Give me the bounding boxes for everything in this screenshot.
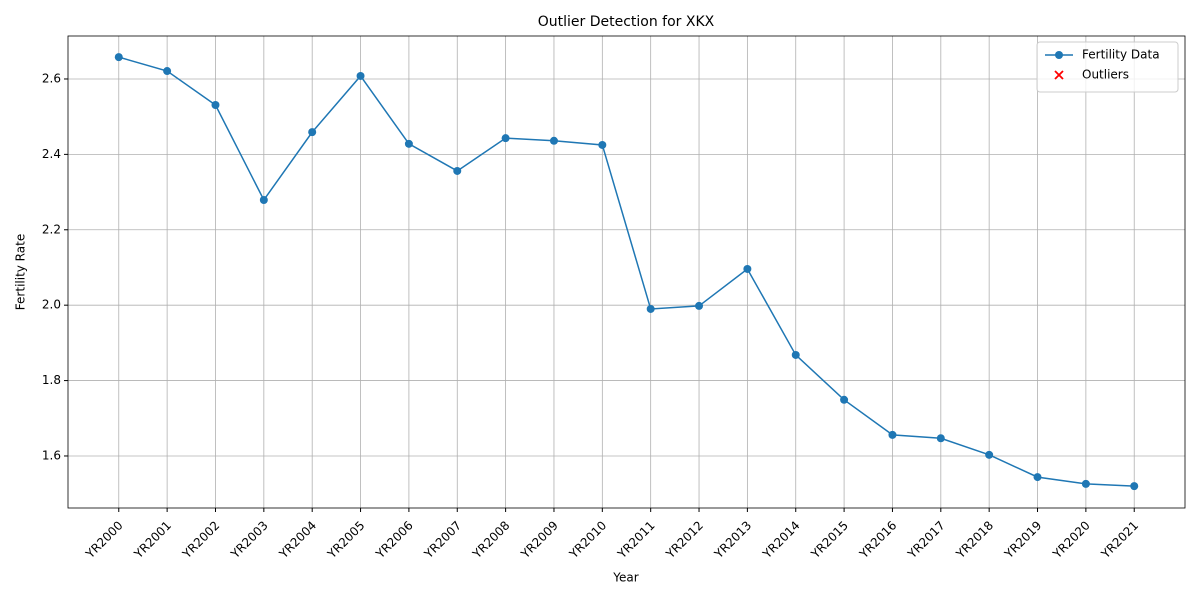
y-tick-label: 1.6	[42, 448, 61, 462]
data-point	[1081, 479, 1090, 488]
data-point	[743, 264, 752, 273]
cross-stroke	[1054, 70, 1064, 80]
legend-label: Outliers	[1082, 68, 1129, 82]
chart-title: Outlier Detection for XKX	[538, 14, 715, 30]
data-point	[840, 395, 849, 404]
y-tick-label: 2.6	[42, 71, 61, 85]
data-point	[598, 140, 607, 149]
data-point	[404, 139, 413, 148]
data-point	[985, 450, 994, 459]
data-point	[308, 128, 317, 137]
data-point	[646, 304, 655, 313]
x-axis-label: Year	[612, 571, 638, 585]
plot-frame	[67, 35, 1186, 509]
data-point	[791, 350, 800, 359]
data-point	[163, 67, 172, 76]
y-tick-label: 2.2	[42, 222, 61, 236]
data-point	[114, 53, 123, 62]
legend-marker	[1054, 70, 1064, 80]
data-line	[118, 56, 1135, 487]
data-point	[501, 134, 510, 143]
y-tick-label: 2.0	[42, 298, 61, 312]
data-point	[888, 430, 897, 439]
legend-label: Fertility Data	[1082, 48, 1160, 62]
data-point	[549, 136, 558, 145]
data-point	[259, 195, 268, 204]
data-point	[1130, 482, 1139, 491]
data-point	[453, 166, 462, 175]
data-point	[695, 301, 704, 310]
y-axis-label: Fertility Rate	[14, 234, 28, 310]
data-point	[356, 71, 365, 80]
y-tick-label: 2.4	[42, 147, 61, 161]
legend-marker	[1055, 51, 1063, 59]
data-point	[1033, 473, 1042, 482]
data-point	[211, 100, 220, 109]
data-point	[936, 434, 945, 443]
y-tick-label: 1.8	[42, 373, 61, 387]
